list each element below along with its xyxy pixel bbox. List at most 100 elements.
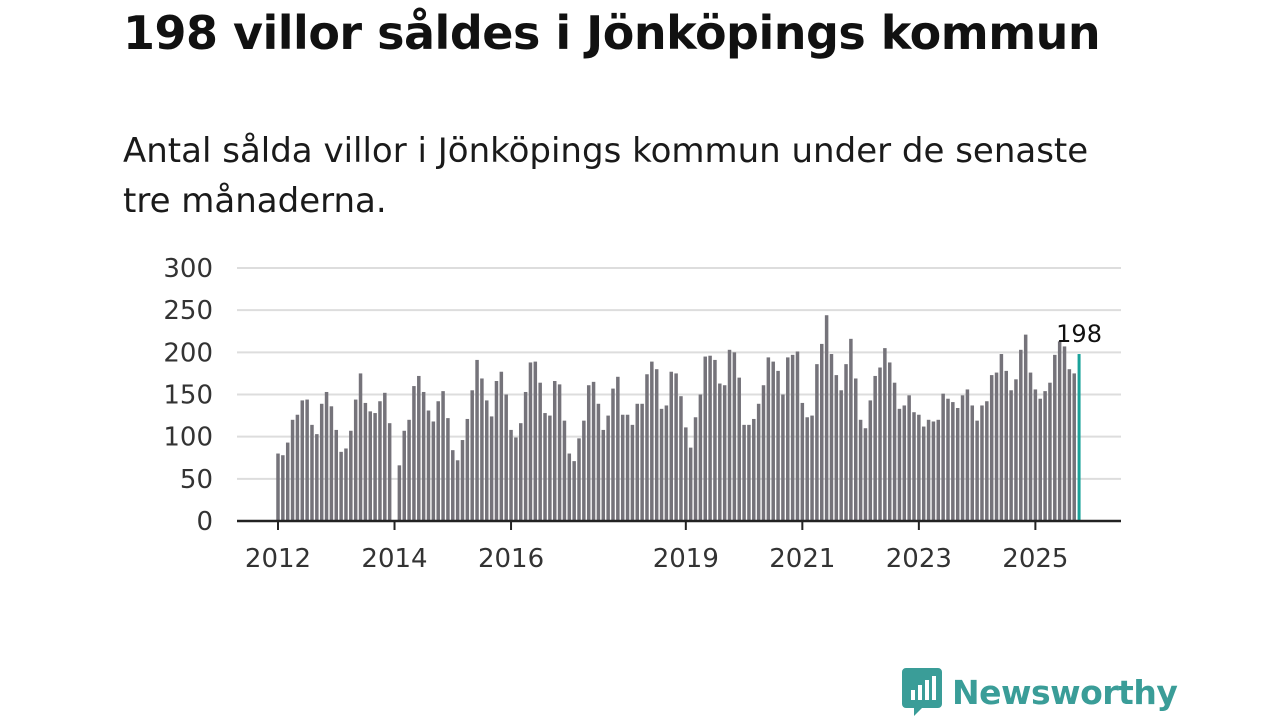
bar xyxy=(528,362,533,521)
bar xyxy=(892,382,897,521)
x-tick-label: 2021 xyxy=(769,544,835,574)
bar xyxy=(921,426,926,521)
bar xyxy=(912,412,916,521)
bar xyxy=(669,371,674,521)
bar xyxy=(664,405,669,521)
bar xyxy=(426,410,431,521)
bar xyxy=(645,374,649,521)
bar xyxy=(567,453,572,521)
bar xyxy=(295,414,300,521)
bar xyxy=(582,420,586,521)
bar xyxy=(853,378,858,521)
bar xyxy=(586,385,591,521)
bar xyxy=(353,399,358,521)
bar xyxy=(698,394,703,521)
y-tick-label: 250 xyxy=(163,296,213,326)
bar xyxy=(276,453,280,521)
bar xyxy=(441,391,445,521)
bar xyxy=(625,414,630,521)
bar xyxy=(897,408,902,521)
bar xyxy=(640,403,644,521)
bar xyxy=(795,351,800,521)
bar xyxy=(810,415,814,521)
bar xyxy=(926,419,931,521)
bar xyxy=(936,419,941,521)
brand-name: Newsworthy xyxy=(952,672,1178,712)
bar xyxy=(489,416,494,521)
bar xyxy=(790,354,795,521)
bar xyxy=(436,401,440,521)
bar xyxy=(324,391,329,521)
bar xyxy=(747,424,751,521)
bar xyxy=(421,391,426,521)
bar xyxy=(708,355,712,521)
bar xyxy=(761,385,766,521)
bar xyxy=(887,362,892,521)
bar xyxy=(315,434,319,521)
bar xyxy=(849,338,853,521)
bar xyxy=(805,417,809,521)
bar xyxy=(349,430,353,521)
brand-logo: Newsworthy xyxy=(902,668,1178,716)
x-tick-label: 2014 xyxy=(361,544,427,574)
bar xyxy=(281,455,285,521)
bar xyxy=(383,392,387,521)
bar xyxy=(883,348,887,521)
page-title: 198 villor såldes i Jönköpings kommun xyxy=(123,6,1101,60)
bar xyxy=(732,352,737,521)
x-axis: 2012 2014 2016 2019 2021 2023 2025 xyxy=(237,519,1121,574)
y-tick-label: 0 xyxy=(196,507,213,537)
bar xyxy=(844,364,848,521)
bar xyxy=(300,400,305,521)
bar xyxy=(285,442,290,521)
y-tick-label: 150 xyxy=(163,381,213,411)
bar xyxy=(562,420,567,521)
bar xyxy=(1067,369,1072,521)
bar xyxy=(917,414,921,521)
bar xyxy=(451,450,455,521)
bar xyxy=(310,424,314,521)
bar xyxy=(659,408,664,521)
bar xyxy=(999,354,1004,521)
bar xyxy=(485,400,489,521)
bar xyxy=(829,354,834,521)
bar xyxy=(329,406,334,521)
annotations: 198 xyxy=(1056,320,1102,348)
x-tick-label: 2019 xyxy=(653,544,719,574)
bar xyxy=(839,390,843,521)
bar xyxy=(407,419,411,521)
bar xyxy=(742,424,746,521)
bar xyxy=(1043,391,1047,521)
bar xyxy=(591,381,596,521)
bar xyxy=(679,396,683,521)
bar xyxy=(533,361,538,521)
bar xyxy=(470,390,474,521)
bar xyxy=(975,420,979,521)
bar xyxy=(718,383,722,521)
bar xyxy=(1004,370,1008,521)
bar xyxy=(514,437,518,521)
bar xyxy=(543,413,547,521)
bar xyxy=(737,377,741,521)
bar xyxy=(1028,372,1033,521)
bar xyxy=(290,419,295,521)
bar xyxy=(907,395,911,521)
x-tick-label: 2012 xyxy=(245,544,311,574)
bar xyxy=(868,400,873,521)
bar xyxy=(654,369,659,521)
bar xyxy=(1057,341,1062,521)
bar xyxy=(970,405,975,521)
bar xyxy=(1014,379,1018,521)
bar xyxy=(455,460,460,521)
bar xyxy=(1062,346,1067,521)
bar xyxy=(402,430,406,521)
bar xyxy=(955,407,960,521)
bar xyxy=(596,403,601,521)
bar-latest xyxy=(1077,354,1081,521)
bar xyxy=(552,381,557,521)
bar xyxy=(902,405,907,521)
bar xyxy=(858,419,863,521)
bar xyxy=(946,398,950,521)
bar xyxy=(1072,373,1076,521)
